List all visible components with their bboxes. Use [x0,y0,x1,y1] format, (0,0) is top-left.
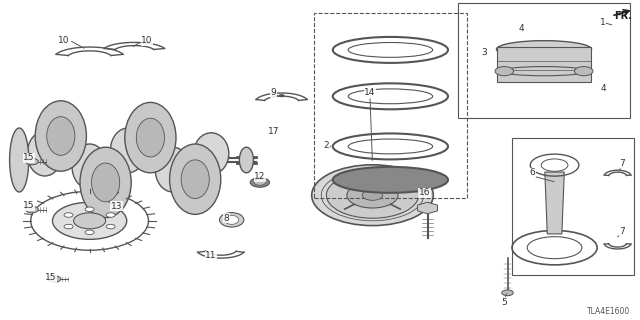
Text: TLA4E1600: TLA4E1600 [587,308,630,316]
Text: 4: 4 [519,24,524,33]
Ellipse shape [348,43,433,57]
Ellipse shape [348,139,433,154]
Bar [458,3,630,118]
Text: 5: 5 [502,298,507,307]
Ellipse shape [10,128,29,192]
Text: 10: 10 [58,36,70,44]
Ellipse shape [47,117,75,156]
Circle shape [74,213,106,229]
Text: 14: 14 [364,88,376,97]
Ellipse shape [35,101,86,171]
Polygon shape [417,202,438,214]
Circle shape [502,290,513,296]
Text: 7: 7 [620,228,625,236]
Ellipse shape [170,144,221,214]
Ellipse shape [348,89,433,104]
Text: 4: 4 [600,84,605,92]
Circle shape [48,276,61,282]
Circle shape [64,224,73,229]
Ellipse shape [136,118,164,157]
Circle shape [26,158,38,165]
Circle shape [52,202,127,239]
Ellipse shape [239,147,253,173]
Text: FR.: FR. [614,11,632,21]
Ellipse shape [250,178,269,187]
Ellipse shape [125,102,176,173]
Circle shape [26,206,38,213]
Polygon shape [545,172,564,234]
Text: 8: 8 [224,214,229,223]
Circle shape [106,213,115,217]
Ellipse shape [254,180,266,185]
Text: 15: 15 [45,273,57,282]
Ellipse shape [28,131,63,176]
Ellipse shape [111,128,146,173]
Circle shape [278,94,285,97]
Bar [314,13,467,198]
Text: 6: 6 [530,168,535,177]
Ellipse shape [156,147,191,192]
Text: 15: 15 [23,201,35,210]
Text: 13: 13 [111,202,122,211]
Text: 16: 16 [419,188,430,197]
Ellipse shape [220,212,244,227]
Bar [512,138,634,275]
Text: 3: 3 [482,48,487,57]
Ellipse shape [225,215,239,224]
Circle shape [347,182,398,208]
Ellipse shape [181,160,209,198]
Text: 2: 2 [324,141,329,150]
Text: 12: 12 [254,172,266,181]
Ellipse shape [497,41,591,58]
Bar [497,47,591,82]
Text: 7: 7 [620,159,625,168]
Text: 15: 15 [23,153,35,162]
Text: 11: 11 [205,252,217,260]
Ellipse shape [72,144,108,189]
Ellipse shape [80,147,131,218]
Text: 10: 10 [141,36,153,45]
Text: 1: 1 [600,18,605,27]
Text: 17: 17 [268,127,279,136]
Circle shape [575,67,593,76]
Circle shape [85,230,94,235]
Circle shape [362,190,383,200]
Ellipse shape [92,163,120,202]
Circle shape [85,207,94,212]
Circle shape [326,172,419,218]
Circle shape [312,165,433,226]
Circle shape [106,224,115,229]
Ellipse shape [194,133,229,174]
Circle shape [64,213,73,217]
Ellipse shape [333,167,448,193]
Circle shape [495,67,513,76]
Text: 9: 9 [271,88,276,97]
